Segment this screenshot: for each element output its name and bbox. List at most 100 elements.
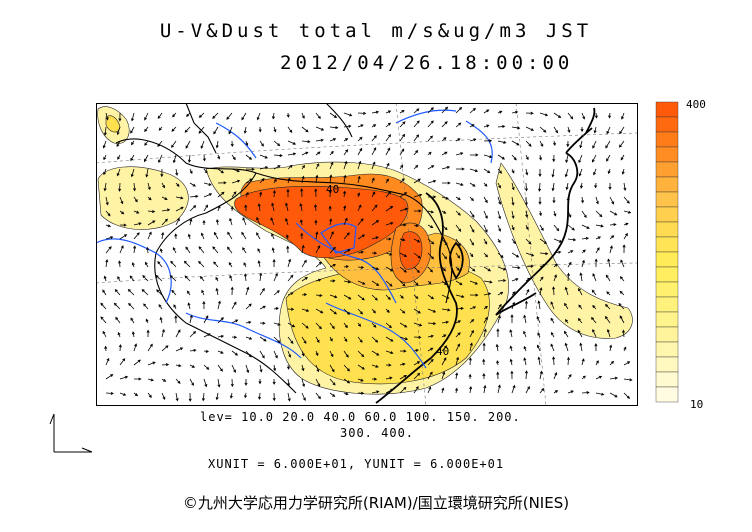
- wind-arrow: [155, 274, 163, 282]
- wind-arrow: [399, 133, 406, 142]
- wind-arrow: [609, 392, 618, 398]
- wind-arrow: [441, 371, 446, 380]
- wind-arrow: [413, 335, 422, 339]
- wind-arrow: [287, 140, 297, 145]
- wind-arrow: [357, 111, 367, 115]
- wind-arrow: [189, 314, 193, 324]
- wind-arrow: [343, 205, 347, 212]
- copyright-notice: ©九州大学応用力学研究所(RIAM)/国立環境研究所(NIES): [182, 494, 570, 512]
- wind-arrow: [343, 308, 350, 315]
- wind-arrow: [469, 168, 479, 173]
- wind-arrow: [133, 232, 140, 240]
- wind-arrow: [158, 126, 163, 131]
- wind-arrow: [242, 247, 247, 254]
- wind-arrow: [497, 168, 503, 174]
- wind-arrow: [256, 216, 261, 226]
- wind-arrow: [315, 392, 321, 400]
- wind-arrow: [243, 262, 247, 268]
- wind-arrow: [455, 294, 465, 298]
- wind-arrow: [607, 168, 611, 175]
- wind-arrow: [329, 218, 333, 226]
- wind-arrow: [469, 266, 476, 272]
- wind-arrow: [287, 152, 297, 156]
- wind-arrow: [427, 294, 435, 300]
- map-datetime: 2012/04/26.18:00:00: [280, 52, 574, 74]
- wind-arrow: [172, 112, 177, 118]
- wind-arrow: [455, 106, 463, 114]
- wind-arrow: [497, 154, 506, 160]
- wind-arrow: [314, 188, 318, 198]
- wind-arrow: [273, 178, 277, 184]
- wind-arrow: [315, 138, 324, 142]
- wind-arrow: [511, 384, 516, 394]
- wind-arrow: [329, 364, 335, 373]
- wind-arrow: [427, 151, 432, 156]
- wind-arrow: [609, 196, 615, 205]
- wind-arrow: [564, 286, 569, 296]
- wind-arrow: [399, 336, 409, 341]
- wind-arrow: [231, 168, 240, 173]
- wind-arrow: [259, 287, 265, 296]
- wind-arrow: [273, 364, 277, 372]
- wind-arrow: [441, 308, 451, 312]
- wind-arrow: [133, 359, 141, 366]
- wind-arrow: [185, 112, 191, 117]
- wind-arrow: [441, 224, 448, 231]
- wind-arrow: [259, 350, 265, 359]
- wind-arrow: [273, 322, 281, 326]
- wind-arrow: [427, 238, 435, 245]
- wind-arrow: [427, 252, 434, 260]
- wind-arrow: [287, 292, 294, 296]
- wind-arrow: [315, 364, 320, 373]
- wind-arrow: [171, 140, 177, 148]
- wind-arrow: [273, 336, 281, 343]
- wind-arrow: [399, 280, 406, 287]
- wind-arrow: [525, 386, 530, 394]
- wind-arrow: [343, 149, 349, 156]
- wind-arrow: [427, 210, 435, 214]
- wind-arrow: [147, 378, 154, 382]
- wind-arrow: [593, 126, 597, 134]
- wind-arrow: [129, 275, 135, 282]
- wind-arrow: [119, 358, 126, 366]
- wind-arrow: [147, 209, 156, 213]
- wind-arrow: [413, 178, 421, 184]
- wind-arrow: [230, 286, 234, 296]
- wind-arrow: [273, 153, 283, 158]
- wind-arrow: [552, 197, 556, 204]
- wind-arrow: [301, 244, 305, 254]
- wind-arrow: [536, 344, 541, 352]
- wind-arrow: [231, 191, 237, 198]
- wind-arrow: [315, 308, 324, 314]
- wind-arrow: [315, 163, 320, 170]
- wind-arrow: [256, 232, 261, 240]
- wind-arrow: [217, 378, 221, 388]
- wind-arrow: [578, 287, 583, 296]
- wind-arrow: [215, 140, 219, 149]
- wind-arrow: [159, 316, 163, 324]
- wind-arrow: [483, 252, 488, 258]
- wind-arrow: [357, 250, 365, 254]
- wind-arrow: [119, 210, 125, 215]
- wind-arrow: [371, 280, 380, 286]
- wind-arrow: [133, 343, 138, 352]
- wind-arrow: [623, 346, 627, 352]
- colorbar-swatch: [655, 296, 679, 313]
- wind-arrow: [413, 372, 421, 380]
- wind-arrow: [371, 124, 377, 128]
- wind-arrow: [301, 126, 309, 133]
- colorbar-swatch: [655, 146, 679, 163]
- wind-arrow: [567, 250, 574, 254]
- wind-arrow: [511, 140, 520, 146]
- wind-arrow: [329, 246, 336, 254]
- wind-arrow: [371, 266, 380, 271]
- wind-arrow: [469, 182, 476, 187]
- wind-arrow: [427, 347, 434, 352]
- wind-arrow: [329, 150, 334, 156]
- wind-arrow: [343, 232, 350, 240]
- wind-arrow: [203, 182, 212, 186]
- wind-arrow: [483, 384, 487, 394]
- wind-arrow: [301, 140, 311, 144]
- wind-arrow: [102, 140, 107, 149]
- wind-arrow: [565, 182, 569, 191]
